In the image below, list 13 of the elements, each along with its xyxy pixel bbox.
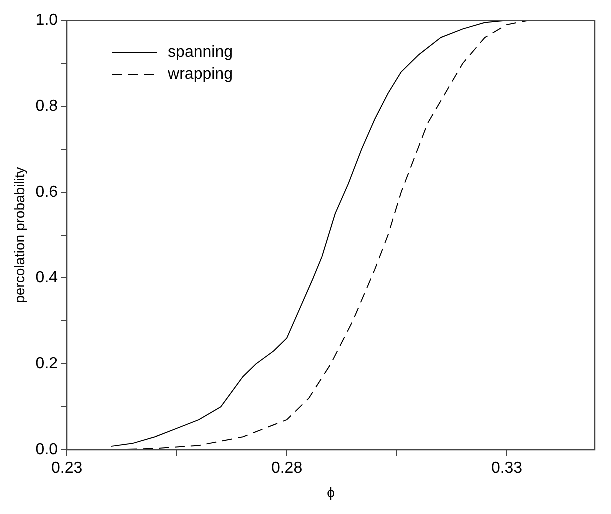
x-tick-label: 0.33 xyxy=(491,460,523,478)
legend-label: wrapping xyxy=(167,66,233,84)
y-tick-label: 1.0 xyxy=(36,12,58,30)
y-tick-label: 0.6 xyxy=(36,184,58,201)
x-tick-label: 0.28 xyxy=(271,460,303,478)
y-tick-label: 0.0 xyxy=(36,441,58,458)
y-tick-label: 0.2 xyxy=(36,356,58,373)
x-tick-label: 0.23 xyxy=(51,460,83,478)
y-tick-label: 0.4 xyxy=(36,270,58,287)
y-axis-title: percolation probability xyxy=(11,167,28,304)
x-axis-title: ϕ xyxy=(327,484,336,500)
y-tick-label: 0.8 xyxy=(36,98,58,115)
legend-label: spanning xyxy=(168,44,233,62)
